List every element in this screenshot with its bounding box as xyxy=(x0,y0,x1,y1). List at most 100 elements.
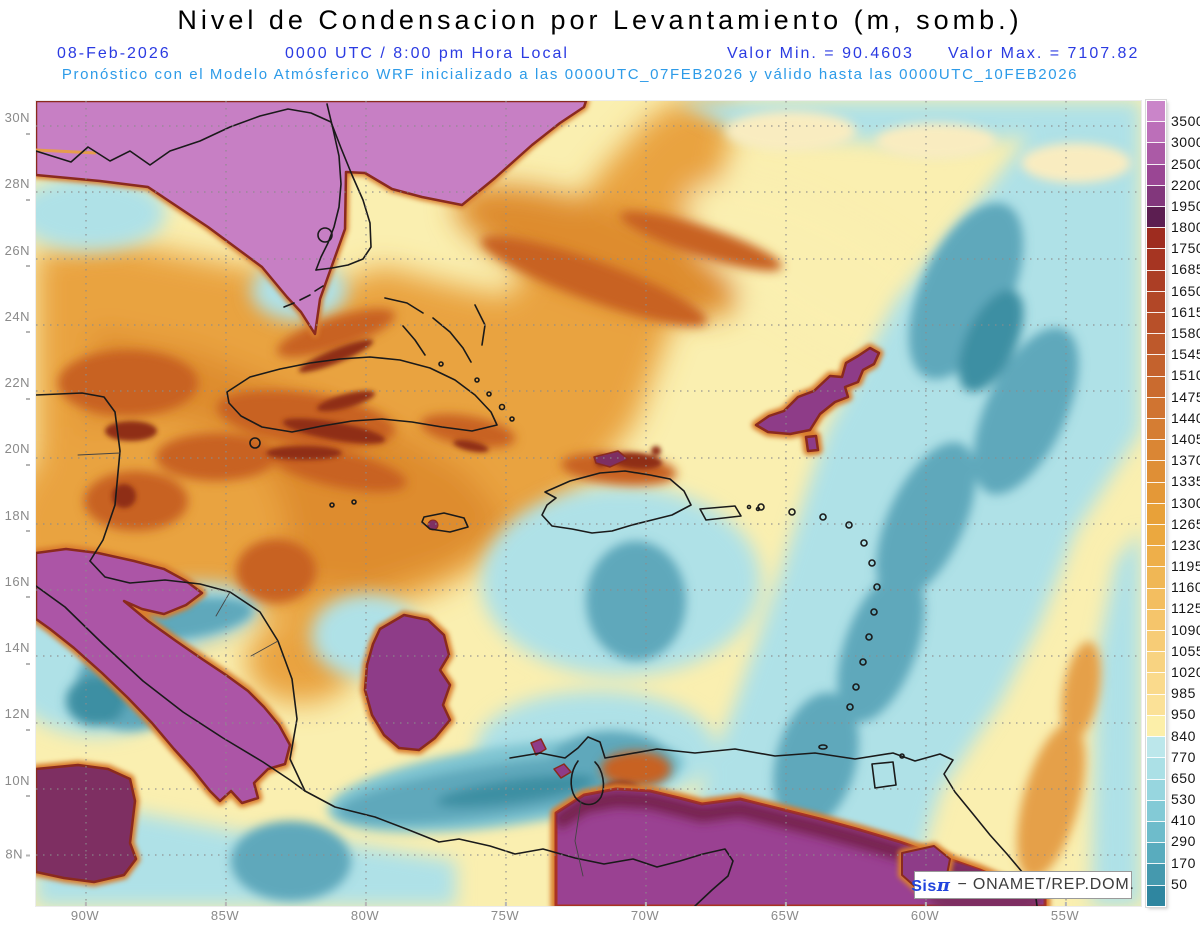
lat-label: 20N xyxy=(0,441,30,471)
colorbar-segment xyxy=(1147,545,1165,567)
lon-label: 75W xyxy=(490,902,520,923)
colorbar-label: 840 xyxy=(1171,727,1196,744)
colorbar-segment xyxy=(1147,142,1165,164)
colorbar-label: 1370 xyxy=(1171,452,1200,469)
colorbar-segment xyxy=(1147,396,1165,419)
lat-label: 26N xyxy=(0,243,30,273)
lat-label: 18N xyxy=(0,508,30,538)
colorbar-segment xyxy=(1147,418,1165,440)
colorbar-segment xyxy=(1147,778,1165,800)
colorbar-segment xyxy=(1147,502,1165,525)
colorbar xyxy=(1145,99,1167,908)
attribution-brand: Sisπ xyxy=(911,874,951,896)
colorbar-label: 1230 xyxy=(1171,536,1200,553)
colorbar-segment xyxy=(1147,693,1165,715)
attribution-text: − ONAMET/REP.DOM. xyxy=(957,876,1135,893)
colorbar-segment xyxy=(1147,799,1165,821)
colorbar-segment xyxy=(1147,820,1165,843)
grid-lines xyxy=(36,101,1141,906)
page-title: Nivel de Condensacion por Levantamiento … xyxy=(177,5,1023,35)
lat-label: 30N xyxy=(0,110,30,140)
colorbar-segment xyxy=(1147,524,1165,546)
colorbar-label: 950 xyxy=(1171,706,1196,723)
colorbar-segment xyxy=(1147,714,1165,737)
colorbar-label: 985 xyxy=(1171,685,1196,702)
colorbar-segment xyxy=(1147,460,1165,482)
colorbar-label: 3000 xyxy=(1171,134,1200,151)
colorbar-label: 1750 xyxy=(1171,240,1200,257)
colorbar-label: 1545 xyxy=(1171,346,1200,363)
colorbar-label: 2500 xyxy=(1171,155,1200,172)
colorbar-label: 1580 xyxy=(1171,325,1200,342)
colorbar-segment xyxy=(1147,842,1165,864)
colorbar-label: 1405 xyxy=(1171,430,1200,447)
colorbar-label: 1195 xyxy=(1171,558,1200,575)
lat-label: 14N xyxy=(0,640,30,670)
colorbar-label: 1685 xyxy=(1171,261,1200,278)
colorbar-label: 1090 xyxy=(1171,621,1200,638)
colorbar-segment xyxy=(1147,651,1165,673)
run-time: 0000 UTC / 8:00 pm Hora Local xyxy=(285,45,569,62)
colorbar-segment xyxy=(1147,863,1165,885)
lon-label: 55W xyxy=(1050,902,1080,923)
colorbar-segment xyxy=(1147,566,1165,588)
contour-map-svg xyxy=(36,101,1141,906)
colorbar-segment xyxy=(1147,227,1165,249)
lon-label: 60W xyxy=(910,902,940,923)
colorbar-segment xyxy=(1147,672,1165,694)
colorbar-segment xyxy=(1147,290,1165,313)
colorbar-segment xyxy=(1147,630,1165,652)
lon-label: 85W xyxy=(210,902,240,923)
lat-label: 16N xyxy=(0,574,30,604)
colorbar-segment xyxy=(1147,587,1165,609)
colorbar-label: 1440 xyxy=(1171,409,1200,426)
colorbar-label: 1125 xyxy=(1171,600,1200,617)
colorbar-segment xyxy=(1147,333,1165,355)
colorbar-label: 1950 xyxy=(1171,197,1200,214)
colorbar-label: 410 xyxy=(1171,812,1196,829)
colorbar-segment xyxy=(1147,481,1165,503)
forecast-line: Pronóstico con el Modelo Atmósferico WRF… xyxy=(61,66,1079,83)
colorbar-label: 650 xyxy=(1171,769,1196,786)
pi-symbol: π xyxy=(936,874,951,896)
lon-label: 65W xyxy=(770,902,800,923)
colorbar-segment xyxy=(1147,312,1165,334)
colorbar-label: 1265 xyxy=(1171,515,1200,532)
colorbar-label: 530 xyxy=(1171,791,1196,808)
colorbar-label: 1335 xyxy=(1171,473,1200,490)
value-min-label: Valor Min. = 90.4603 xyxy=(727,45,914,62)
lat-label: 10N xyxy=(0,773,30,803)
colorbar-segment xyxy=(1147,736,1165,758)
value-max-label: Valor Max. = 7107.82 xyxy=(948,45,1140,62)
lat-label: 24N xyxy=(0,309,30,339)
colorbar-segment xyxy=(1147,269,1165,291)
colorbar-segment xyxy=(1147,375,1165,397)
lat-label: 22N xyxy=(0,375,30,405)
colorbar-segment xyxy=(1147,163,1165,185)
colorbar-segment xyxy=(1147,184,1165,207)
colorbar-label: 1020 xyxy=(1171,663,1200,680)
colorbar-segment xyxy=(1147,248,1165,270)
colorbar-label: 1800 xyxy=(1171,219,1200,236)
lon-label: 80W xyxy=(350,902,380,923)
colorbar-label: 50 xyxy=(1171,875,1188,892)
colorbar-segment xyxy=(1147,354,1165,376)
colorbar-label: 170 xyxy=(1171,854,1196,871)
colorbar-label: 1160 xyxy=(1171,579,1200,596)
coastlines xyxy=(36,103,1038,906)
lon-label: 90W xyxy=(70,902,100,923)
lat-label: 28N xyxy=(0,176,30,206)
colorbar-label: 1055 xyxy=(1171,642,1200,659)
colorbar-segment xyxy=(1147,121,1165,143)
colorbar-label: 770 xyxy=(1171,748,1196,765)
colorbar-label: 2200 xyxy=(1171,176,1200,193)
colorbar-segment xyxy=(1147,439,1165,461)
colorbar-label: 1300 xyxy=(1171,494,1200,511)
colorbar-label: 290 xyxy=(1171,833,1196,850)
colorbar-label: 3500 xyxy=(1171,113,1200,130)
colorbar-label: 1650 xyxy=(1171,282,1200,299)
run-date: 08-Feb-2026 xyxy=(57,45,171,62)
lat-label: 12N xyxy=(0,706,30,736)
colorbar-label: 1475 xyxy=(1171,388,1200,405)
colorbar-segment xyxy=(1147,101,1165,122)
